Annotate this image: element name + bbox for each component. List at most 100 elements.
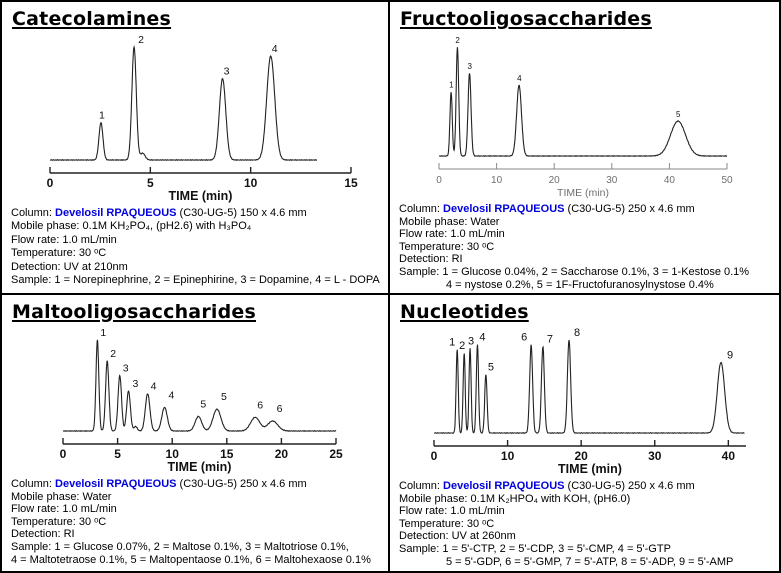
peak-label: 7 xyxy=(547,334,553,346)
sample-line-1: Sample: 1 = Glucose 0.07%, 2 = Maltose 0… xyxy=(11,540,349,553)
column-label: Column: xyxy=(11,478,56,490)
column-line: Column: Develosil RPAQUEOUS (C30-UG-5) 2… xyxy=(399,480,775,493)
panel-fructooligosaccharides: Fructooligosaccharides 0 10 20 30 40 50 TIME (… xyxy=(390,2,779,295)
column-line: Column: Develosil RPAQUEOUS (C30-UG-5) 2… xyxy=(11,478,384,491)
trace-path xyxy=(62,339,337,432)
peak-label: 3 xyxy=(224,66,230,78)
temperature-line: Temperature: 30 ᵒC xyxy=(11,247,107,260)
peak-label: 4 xyxy=(272,43,278,55)
x-tick-label: 40 xyxy=(664,175,676,186)
detection-line: Detection: UV at 210nm xyxy=(11,260,128,273)
peak-label: 2 xyxy=(455,36,460,45)
temperature-line: Temperature: 30 ᵒC xyxy=(399,517,495,530)
x-tick-label: 0 xyxy=(431,449,438,463)
panel-catecolamines: Catecolamines 0 5 10 15 TIME (min) 1 2 3 4 Colum… xyxy=(2,2,390,295)
temperature-line: Temperature: 30 ᵒC xyxy=(11,515,107,528)
column-spec: (C30-UG-5) 150 x 4.6 mm xyxy=(176,207,307,219)
peak-label: 9 xyxy=(727,349,733,361)
x-tick-label: 0 xyxy=(60,447,67,461)
x-tick-label: 30 xyxy=(606,175,618,186)
x-tick-label: 10 xyxy=(244,176,258,190)
peak-label: 4 xyxy=(517,74,522,83)
x-axis-title: TIME (min) xyxy=(168,460,232,474)
peak-label: 8 xyxy=(574,327,580,339)
trace-path xyxy=(439,47,728,157)
column-label: Column: xyxy=(11,207,56,219)
sample-line-1: Sample: 1 = Norepinephrine, 2 = Epinephi… xyxy=(11,274,380,287)
peak-label: 4 xyxy=(169,389,175,401)
peak-label: 2 xyxy=(138,34,144,46)
x-tick-label: 50 xyxy=(721,175,733,186)
peak-label: 6 xyxy=(257,399,263,411)
peak-label: 1 xyxy=(100,327,106,339)
detection-line: Detection: UV at 260nm xyxy=(399,530,516,543)
x-tick-label: 30 xyxy=(648,449,662,463)
column-label: Column: xyxy=(399,480,444,492)
peak-label: 5 xyxy=(200,398,206,410)
column-label: Column: xyxy=(399,203,444,215)
x-axis-title: TIME (min) xyxy=(169,189,233,203)
x-tick-label: 5 xyxy=(147,176,154,190)
peak-label: 3 xyxy=(133,378,139,390)
x-tick-label: 5 xyxy=(114,447,121,461)
column-spec: (C30-UG-5) 250 x 4.6 mm xyxy=(564,480,695,492)
peak-label: 3 xyxy=(468,335,474,347)
x-tick-label: 10 xyxy=(501,449,515,463)
column-name: Develosil RPAQUEOUS xyxy=(443,480,565,492)
peak-label: 4 xyxy=(151,381,157,393)
chromatogram-fructooligosaccharides: 0 10 20 30 40 50 TIME (min) 1 2 3 4 5 xyxy=(436,36,733,199)
chromatogram-catecolamines: 0 5 10 15 TIME (min) 1 2 3 4 xyxy=(47,34,358,203)
panel-title: Nucleotides xyxy=(400,301,529,323)
column-line: Column: Develosil RPAQUEOUS (C30-UG-5) 1… xyxy=(11,207,384,220)
detection-line: Detection: RI xyxy=(11,528,75,541)
mobile-phase-line: Mobile phase: 0.1M K₂HPO₄ with KOH, (pH6… xyxy=(399,492,631,505)
peak-label: 1 xyxy=(449,81,454,90)
x-tick-label: 0 xyxy=(47,176,54,190)
x-axis-title: TIME (min) xyxy=(557,187,609,199)
x-tick-label: 15 xyxy=(344,176,358,190)
column-spec: (C30-UG-5) 250 x 4.6 mm xyxy=(564,203,695,215)
peak-label: 3 xyxy=(123,362,129,374)
peak-label: 2 xyxy=(110,348,116,360)
mobile-phase-line: Mobile phase: Water xyxy=(11,490,112,503)
panel-nucleotides: Nucleotides 0 10 20 30 40 TIME (min) 1 2 3 4 5 6 7 8 9… xyxy=(390,295,779,571)
method-details: Column: Develosil RPAQUEOUS (C30-UG-5) 2… xyxy=(399,203,775,291)
x-tick-label: 15 xyxy=(220,447,234,461)
x-axis-title: TIME (min) xyxy=(558,462,622,476)
method-details: Column: Develosil RPAQUEOUS (C30-UG-5) 1… xyxy=(11,207,384,287)
panel-title: Catecolamines xyxy=(12,8,172,30)
temperature-line: Temperature: 30 ᵒC xyxy=(399,240,495,253)
panel-title-wrap: Maltooligosaccharides xyxy=(11,300,384,326)
x-tick-label: 10 xyxy=(491,175,503,186)
column-name: Develosil RPAQUEOUS xyxy=(443,203,565,215)
panel-title-wrap: Nucleotides xyxy=(399,300,775,326)
x-tick-label: 20 xyxy=(275,447,289,461)
x-tick-label: 25 xyxy=(329,447,343,461)
flow-rate-line: Flow rate: 1.0 mL/min xyxy=(11,233,117,246)
peak-label: 6 xyxy=(521,332,527,344)
trace-path xyxy=(433,339,745,434)
sample-line-2: 5 = 5'-GDP, 6 = 5'-GMP, 7 = 5'-ATP, 8 = … xyxy=(446,555,734,568)
column-name: Develosil RPAQUEOUS xyxy=(55,207,177,219)
panel-title-wrap: Catecolamines xyxy=(11,7,384,33)
x-tick-label: 40 xyxy=(722,449,736,463)
sample-line-2: 4 = nystose 0.2%, 5 = 1F-Fructofuranosyl… xyxy=(446,278,714,291)
x-tick-label: 10 xyxy=(166,447,180,461)
flow-rate-line: Flow rate: 1.0 mL/min xyxy=(399,505,505,518)
peak-label: 5 xyxy=(488,361,494,373)
sample-line-1: Sample: 1 = 5'-CTP, 2 = 5'-CDP, 3 = 5'-C… xyxy=(399,542,671,555)
chromatogram-nucleotides: 0 10 20 30 40 TIME (min) 1 2 3 4 5 6 7 8 9 xyxy=(431,327,746,476)
detection-line: Detection: RI xyxy=(399,253,463,266)
panel-title: Maltooligosaccharides xyxy=(12,301,256,323)
panel-title-wrap: Fructooligosaccharides xyxy=(399,7,775,33)
peak-label: 4 xyxy=(479,332,485,344)
column-name: Develosil RPAQUEOUS xyxy=(55,478,177,490)
sample-line-1: Sample: 1 = Glucose 0.04%, 2 = Saccharos… xyxy=(399,265,750,278)
method-details: Column: Develosil RPAQUEOUS (C30-UG-5) 2… xyxy=(11,478,384,566)
trace-path xyxy=(49,45,318,161)
method-details: Column: Develosil RPAQUEOUS (C30-UG-5) 2… xyxy=(399,480,775,568)
panel-title: Fructooligosaccharides xyxy=(400,8,652,30)
peak-label: 1 xyxy=(449,336,455,348)
flow-rate-line: Flow rate: 1.0 mL/min xyxy=(11,503,117,516)
